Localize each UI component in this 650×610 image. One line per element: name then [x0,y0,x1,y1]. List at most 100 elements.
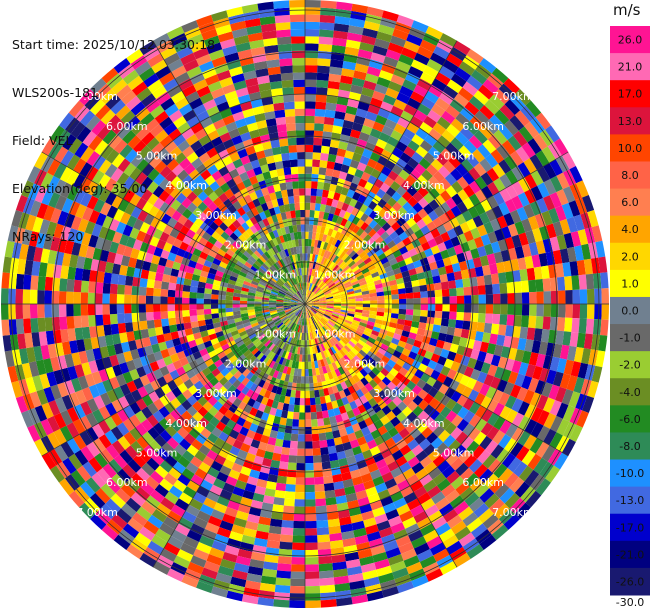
velocity-gate [249,319,258,325]
velocity-gate [305,130,315,138]
velocity-gate [295,292,301,299]
velocity-gate [106,73,123,89]
velocity-gate [76,255,86,269]
velocity-gate [330,422,339,432]
velocity-gate [331,385,339,394]
velocity-gate [417,399,429,411]
velocity-gate [323,350,329,359]
velocity-gate [168,467,182,480]
velocity-gate [135,398,148,411]
velocity-gate [418,278,427,286]
velocity-gate [158,257,168,267]
velocity-gate [338,82,352,92]
velocity-gate [280,227,287,236]
velocity-gate [436,373,447,384]
velocity-gate [135,410,147,424]
velocity-gate [326,340,333,348]
velocity-gate [365,340,374,348]
velocity-gate [328,319,336,326]
velocity-gate [163,122,178,136]
velocity-gate [386,381,397,392]
velocity-gate [311,361,316,369]
velocity-gate [185,504,200,517]
velocity-gate [260,202,269,212]
velocity-gate [390,337,400,346]
velocity-gate [326,322,334,329]
velocity-gate [305,304,313,306]
velocity-gate [282,380,289,389]
velocity-gate [269,298,277,301]
velocity-gate [397,391,408,402]
velocity-gate [36,388,49,406]
velocity-gate [396,185,407,197]
velocity-gate [305,275,307,283]
velocity-gate [319,300,327,303]
velocity-gate [360,377,369,386]
velocity-gate [316,321,323,329]
velocity-gate [174,310,183,318]
velocity-gate [294,499,305,507]
velocity-gate [293,331,298,339]
velocity-gate [284,296,292,300]
velocity-gate [555,386,567,403]
velocity-gate [225,291,234,297]
velocity-gate [309,324,313,333]
velocity-gate [507,457,522,473]
velocity-gate [204,522,220,534]
velocity-gate [367,336,376,344]
velocity-gate [377,304,385,309]
velocity-gate [356,162,367,172]
velocity-gate [492,313,501,325]
velocity-gate [149,439,162,453]
velocity-gate [479,58,497,74]
velocity-gate [511,398,524,413]
velocity-gate [426,58,443,73]
velocity-gate [92,155,106,170]
velocity-gate [59,425,74,442]
velocity-gate [333,302,342,304]
velocity-gate [507,247,518,261]
velocity-gate [474,418,488,432]
velocity-gate [336,341,344,350]
velocity-gate [406,185,418,197]
velocity-gate [257,195,267,205]
velocity-gate [366,350,376,359]
velocity-gate [299,290,303,298]
velocity-gate [231,73,246,84]
velocity-gate [117,199,130,212]
velocity-gate [249,225,258,234]
velocity-gate [295,383,301,391]
velocity-gate [312,301,320,304]
velocity-gate [317,240,322,249]
velocity-gate [164,140,178,154]
velocity-gate [100,503,117,520]
velocity-gate [145,287,154,297]
velocity-gate [143,444,157,458]
velocity-gate [239,541,254,552]
velocity-gate [456,252,466,263]
velocity-gate [390,491,404,503]
velocity-gate [419,39,437,53]
velocity-gate [425,26,444,40]
velocity-gate [286,292,293,297]
velocity-gate [464,492,480,507]
velocity-gate [337,331,345,338]
velocity-gate [562,438,576,456]
velocity-gate [332,169,341,179]
velocity-gate [382,316,391,323]
velocity-gate [168,282,177,291]
velocity-gate [466,49,484,64]
velocity-gate [369,307,378,312]
velocity-gate [130,348,140,360]
velocity-gate [206,491,220,503]
velocity-gate [158,190,170,202]
velocity-gate [30,318,39,333]
velocity-gate [156,376,168,388]
velocity-gate [94,140,109,156]
velocity-gate [326,307,334,311]
velocity-gate [427,146,441,159]
velocity-gate [287,290,294,296]
velocity-gate [102,463,117,479]
velocity-gate [504,438,518,453]
velocity-gate [248,506,262,517]
